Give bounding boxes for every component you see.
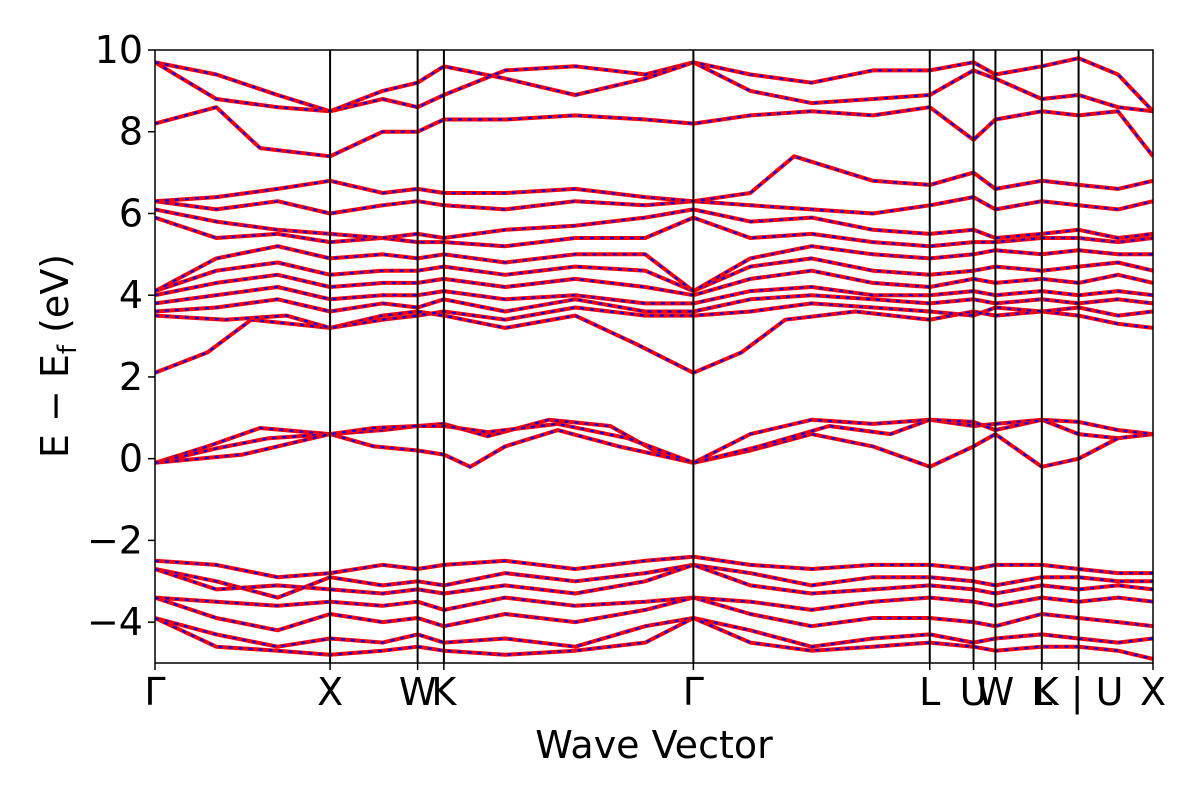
y-tick-label: −2	[87, 518, 143, 562]
band-line-blue	[155, 418, 1153, 464]
band-line-blue	[155, 294, 1153, 313]
x-tick-label: X	[317, 670, 343, 714]
y-axis-title-unit: (eV)	[33, 254, 77, 345]
y-axis-title: E − Ef (eV)	[33, 254, 83, 458]
y-tick-label: 4	[119, 273, 143, 317]
plot-frame	[154, 49, 1154, 664]
y-tick-label: 0	[119, 437, 143, 481]
y-axis-title-main: E − E	[33, 354, 77, 458]
x-tick-label: W	[977, 670, 1015, 714]
x-tick-label: X	[1140, 670, 1166, 714]
x-tick-label: Γ	[144, 670, 165, 714]
y-tick-label: 10	[95, 28, 143, 72]
x-tick-label: Γ	[683, 670, 704, 714]
band-line-blue	[155, 269, 1153, 297]
x-tick-label: W	[399, 670, 437, 714]
y-ticks: 10 8 6 4 2 0 −2 −4	[87, 28, 155, 644]
x-tick-label: L	[1031, 670, 1052, 714]
x-tick-label: L	[919, 670, 940, 714]
x-tick-label: U	[960, 670, 988, 714]
band-line-blue	[155, 428, 1153, 469]
kpoint-lines	[329, 50, 1080, 663]
y-tick-label: −4	[87, 600, 143, 644]
y-tick-label: 8	[119, 110, 143, 154]
y-tick-label: 6	[119, 191, 143, 235]
x-tick-label: K	[431, 670, 457, 714]
x-tick-label: K | U	[1034, 670, 1124, 715]
band-line-blue	[155, 257, 1153, 293]
x-axis-title: Wave Vector	[535, 723, 773, 767]
band-line-blue	[155, 418, 1153, 464]
band-line-blue	[155, 105, 1153, 158]
y-tick-label: 2	[119, 355, 143, 399]
y-axis-title-sub: f	[53, 344, 83, 354]
